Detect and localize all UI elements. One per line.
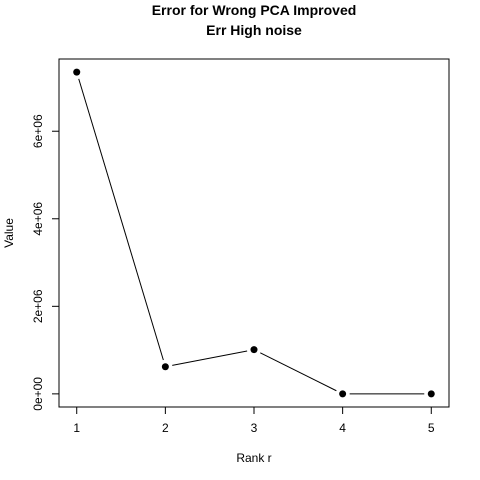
- data-point: [161, 363, 169, 371]
- y-tick-label: 2e+06: [31, 289, 45, 323]
- chart-title: Error for Wrong PCA Improved: [152, 2, 357, 18]
- series-line-segment: [78, 78, 164, 361]
- x-tick-label: 2: [162, 421, 169, 435]
- y-axis-title: Value: [2, 218, 16, 248]
- x-axis: 1 2 3 4 5: [73, 406, 435, 435]
- data-point: [73, 68, 81, 76]
- x-tick-label: 4: [339, 421, 346, 435]
- y-tick-label: 4e+06: [31, 202, 45, 236]
- series-line-segment: [260, 352, 337, 392]
- data-point: [250, 346, 258, 354]
- x-tick-label: 5: [428, 421, 435, 435]
- x-axis-title: Rank r: [236, 451, 271, 465]
- plot-frame: [58, 58, 450, 408]
- x-tick-label: 1: [73, 421, 80, 435]
- data-series: [73, 68, 435, 398]
- x-tick-label: 3: [251, 421, 258, 435]
- y-tick-label: 0e+00: [31, 377, 45, 411]
- data-point: [339, 390, 347, 398]
- y-axis: 0e+00 2e+06 4e+06 6e+06: [31, 114, 60, 411]
- chart-subtitle: Err High noise: [206, 22, 302, 38]
- series-line-segment: [172, 350, 248, 366]
- y-tick-label: 6e+06: [31, 114, 45, 148]
- data-point: [427, 390, 435, 398]
